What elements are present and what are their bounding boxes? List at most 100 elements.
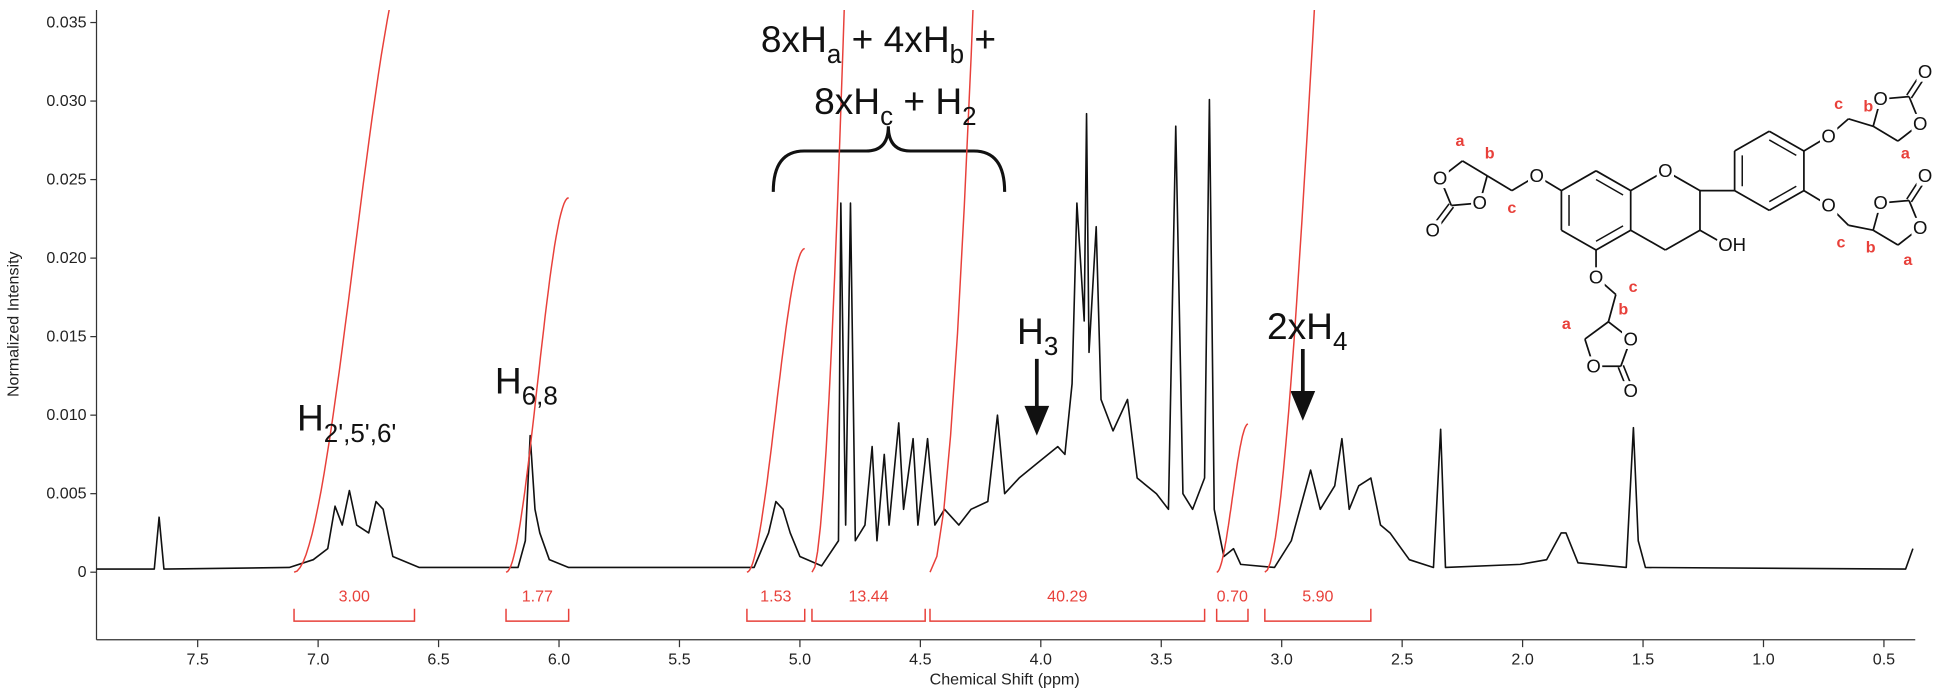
bond (1734, 130, 1770, 152)
atom-label: O (1913, 113, 1927, 134)
integral-bracket (746, 608, 806, 622)
annotation-subscript: 2',5',6' (324, 418, 397, 448)
atom-background (1911, 217, 1929, 238)
annotation: 8xHa + 4xHb + (761, 18, 996, 69)
aromatic-bond (1768, 139, 1797, 157)
atom-background (1622, 329, 1640, 349)
bond (1607, 294, 1617, 322)
annotation: 8xHc + H2 (814, 80, 977, 131)
atom-label: O (1426, 219, 1440, 240)
position-label: c (1629, 278, 1638, 296)
atom-background (1584, 356, 1603, 377)
position-label: a (1455, 132, 1465, 150)
integral-label: 5.90 (1302, 587, 1333, 605)
bond (1872, 229, 1899, 246)
atom-label: O (1821, 125, 1835, 146)
atom-label: O (1589, 266, 1603, 287)
atom-label: O (1586, 355, 1600, 376)
atom-background (1424, 220, 1442, 241)
atom-background (1471, 193, 1489, 213)
position-label: b (1485, 144, 1495, 162)
x-tick-label: 0.5 (1873, 650, 1895, 668)
atom-label: O (1623, 380, 1637, 401)
integral-curve (1216, 423, 1249, 573)
annotation-subscript: 6,8 (522, 381, 558, 411)
bond (1486, 175, 1513, 192)
bond (1699, 229, 1718, 241)
annotation-text: 8xH (761, 18, 827, 60)
x-tick-label: 1.0 (1752, 650, 1774, 668)
y-tick-label: 0.005 (46, 485, 86, 503)
arrow-head (1024, 405, 1050, 436)
integral-curve (746, 247, 806, 573)
annotation-text: + (964, 18, 996, 60)
atom-label: O (1473, 192, 1487, 213)
integral-label: 1.53 (760, 587, 791, 605)
annotation: H2',5',6' (297, 397, 396, 448)
x-tick-label: 5.0 (789, 650, 811, 668)
arrow-head (1290, 391, 1316, 421)
atom-background (1916, 61, 1934, 82)
integral-bracket (929, 608, 1206, 622)
brace (771, 126, 1007, 192)
integral-bracket (1264, 608, 1372, 622)
bond (1560, 229, 1597, 251)
atom-label: O (1913, 217, 1927, 238)
x-tick-label: 4.5 (909, 650, 931, 668)
atom-label: O (1623, 328, 1637, 349)
y-tick-label: 0.020 (46, 249, 86, 267)
x-tick-label: 5.5 (668, 650, 690, 668)
x-tick-label: 2.0 (1511, 650, 1533, 668)
x-tick-label: 3.5 (1150, 650, 1172, 668)
annotation: H6,8 (495, 360, 558, 411)
x-tick-label: 6.0 (548, 650, 570, 668)
annotation-subscript: a (827, 39, 842, 69)
integral-bracket (811, 608, 926, 622)
position-label: c (1834, 95, 1843, 113)
y-tick-label: 0.010 (46, 406, 86, 424)
annotation-subscript: b (950, 39, 964, 69)
position-label: c (1507, 199, 1516, 217)
bond (1584, 321, 1609, 340)
y-tick-label: 0.015 (46, 328, 86, 346)
annotation-subscript: 2 (962, 101, 976, 131)
bond (1768, 130, 1805, 152)
aromatic-bond (1595, 178, 1624, 196)
bond (1630, 229, 1666, 251)
bond (1461, 160, 1488, 177)
y-tick-label: 0 (78, 563, 87, 581)
atom-label: O (1433, 167, 1447, 188)
integral-curve (505, 196, 569, 573)
atom-label: O (1873, 192, 1887, 213)
annotation: 2xH4 (1267, 305, 1347, 356)
atom-label: O (1918, 165, 1932, 186)
integral-bracket (1215, 608, 1249, 622)
x-tick-label: 6.5 (427, 650, 449, 668)
aromatic-bond (1595, 225, 1624, 242)
atom-background (1656, 160, 1674, 181)
bond (1664, 229, 1701, 251)
integral-bracket (293, 608, 416, 622)
annotation-text: 2xH (1267, 305, 1333, 347)
atom-background (1871, 193, 1890, 213)
x-tick-label: 7.5 (187, 650, 209, 668)
atom-background (1587, 267, 1605, 288)
bond (1872, 125, 1899, 142)
aromatic-bond (1768, 185, 1797, 203)
bond (1595, 229, 1632, 251)
y-tick-label: 0.025 (46, 171, 86, 189)
annotation: H3 (1017, 310, 1058, 361)
x-tick-label: 7.0 (307, 650, 329, 668)
atom-label: O (1918, 61, 1932, 82)
annotation-subscript: c (880, 101, 893, 131)
x-tick-label: 4.0 (1030, 650, 1052, 668)
bond (1734, 189, 1770, 212)
atom-label: O (1821, 195, 1835, 216)
annotation-text: H (1017, 310, 1044, 352)
position-label: a (1562, 315, 1572, 333)
integral-label: 13.44 (848, 587, 888, 605)
atom-background (1819, 126, 1838, 147)
integral-label: 0.70 (1217, 587, 1248, 605)
integral-label: 1.77 (522, 587, 553, 605)
